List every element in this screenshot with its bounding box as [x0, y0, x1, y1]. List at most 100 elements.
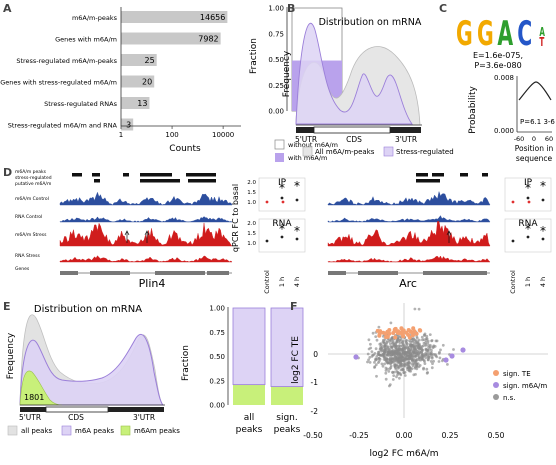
condition-label: 4 h — [293, 277, 301, 287]
point-ns — [423, 362, 427, 365]
logo-letter: A — [539, 26, 545, 39]
panel-f: F log2 FC TE 0 -1 -2 -0.50 -0.25 0.00 0.… — [290, 300, 548, 459]
legend-stress-regulated: Stress-regulated — [396, 148, 454, 156]
rna-label: RNA — [272, 219, 292, 229]
gene-exon — [60, 271, 78, 275]
legend-swatch-all — [7, 425, 18, 436]
fraction-y-label: Fraction — [181, 345, 191, 381]
point-sign-te — [406, 328, 411, 332]
point-ns — [409, 367, 413, 370]
point-ns — [407, 350, 411, 354]
point-sign-te — [384, 335, 388, 339]
peak-annotation — [188, 179, 216, 183]
gene-exon — [465, 271, 487, 275]
point-ns — [385, 341, 389, 345]
qpcr-point — [526, 196, 530, 200]
point-ns — [382, 341, 386, 345]
point-ns — [394, 341, 398, 345]
point-ns — [422, 366, 425, 370]
point-ns — [439, 348, 442, 352]
tick-label: 1 — [119, 131, 123, 139]
significance-star: * — [294, 224, 300, 238]
point-ns — [370, 350, 374, 353]
point-ns — [407, 369, 411, 373]
point-ns — [438, 350, 441, 354]
genome-browser-plin4: Plin4 — [59, 173, 233, 290]
point-ns — [425, 334, 429, 338]
panel-letter: F — [290, 300, 298, 313]
point-ns — [383, 356, 387, 360]
point-ns — [421, 338, 424, 342]
point-ns — [374, 335, 378, 338]
point-ns — [384, 377, 388, 381]
x-axis-label: log2 FC m6A/m — [369, 449, 438, 459]
bar-value: 3 — [126, 121, 131, 130]
panel-title: Distribution on mRNA — [34, 304, 142, 315]
point-ns — [402, 371, 406, 375]
y-tick: -2 — [311, 407, 319, 416]
point-ns — [398, 376, 401, 380]
point-ns — [404, 357, 408, 360]
point-ns — [408, 343, 412, 347]
point-sign-te — [397, 331, 402, 335]
point-ns — [404, 350, 407, 354]
point-ns — [374, 363, 378, 367]
point-ns — [430, 351, 433, 354]
point-ns — [431, 362, 434, 365]
point-ns — [398, 356, 402, 359]
qpcr-plots: * * * * Control 1 h 4 h — [504, 177, 552, 294]
bar-label: all — [244, 413, 255, 423]
qpcr-point — [511, 200, 515, 204]
track-label: RNA Control — [15, 214, 42, 220]
gene-exon — [358, 271, 398, 275]
fraction-bars: all peaks sign. peaks — [232, 307, 304, 435]
x-axis-label: Position in — [515, 144, 554, 153]
point-sign-m6am — [443, 357, 449, 363]
qpcr-box — [504, 177, 552, 212]
y-tick: 1.0 — [247, 200, 256, 206]
point-ns — [398, 349, 402, 353]
point-ns — [377, 357, 381, 360]
region-5utr: 5'UTR — [19, 413, 41, 422]
rna-stress-track — [59, 255, 233, 263]
qpcr-point — [526, 235, 530, 239]
point-ns — [375, 355, 379, 358]
m6am-stress-track — [59, 222, 233, 247]
point-ns — [368, 356, 372, 359]
point-ns — [417, 307, 421, 311]
significance-star: * — [540, 179, 546, 193]
qpcr-point — [281, 200, 285, 204]
peak-annotation — [460, 173, 468, 177]
gene-name-plin4: Plin4 — [139, 277, 166, 290]
point-ns — [427, 355, 430, 359]
point-ns — [393, 370, 396, 374]
bar-value: 13 — [137, 99, 147, 108]
point-ns — [388, 349, 392, 352]
point-ns — [405, 363, 409, 367]
category-label: Stress-regulated m6A/m-peaks — [16, 57, 117, 65]
gene-exon — [90, 271, 130, 275]
point-ns — [423, 334, 427, 337]
x-tick: 0 — [532, 135, 536, 143]
point-ns — [452, 348, 455, 351]
point-ns — [432, 359, 435, 363]
condition-label: 1 h — [278, 277, 286, 287]
point-ns — [403, 364, 407, 368]
point-ns — [369, 346, 373, 350]
point-ns — [396, 373, 399, 376]
track-label: putative m6A/m — [15, 181, 51, 187]
y-tick: 0.008 — [494, 74, 514, 82]
peak-annotation — [94, 179, 100, 183]
point-ns — [395, 375, 398, 379]
point-ns — [424, 356, 428, 360]
legend-swatch-stress — [383, 146, 394, 157]
significance-star: * — [540, 224, 546, 238]
condition-label: 1 h — [524, 277, 532, 287]
point-ns — [374, 347, 378, 351]
rna-control-track — [327, 215, 491, 223]
legend-all-peaks: all peaks — [21, 427, 52, 435]
point-ns — [395, 357, 399, 361]
region-cds: CDS — [68, 413, 84, 422]
